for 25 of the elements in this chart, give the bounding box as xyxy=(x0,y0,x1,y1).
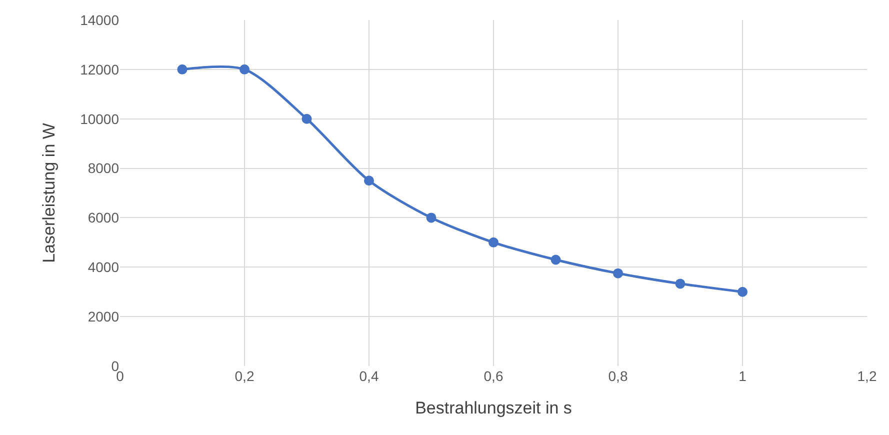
y-tick-label: 4000 xyxy=(88,259,120,276)
y-tick-label: 12000 xyxy=(80,61,120,78)
x-tick-label: 1,2 xyxy=(857,368,877,384)
point xyxy=(364,176,374,186)
y-tick-label: 10000 xyxy=(80,110,120,127)
point xyxy=(177,64,188,74)
x-tick-label: 0,6 xyxy=(484,368,504,384)
y-tick-label: 2000 xyxy=(88,308,120,324)
y-tick-label: 14000 xyxy=(80,12,120,28)
x-axis-title: Bestrahlungszeit in s xyxy=(415,398,572,418)
point xyxy=(550,254,561,265)
x-tick-label: 0,4 xyxy=(359,368,379,384)
point xyxy=(426,212,436,223)
x-tick-label: 0,2 xyxy=(234,368,254,384)
y-tick-label: 8000 xyxy=(88,160,120,176)
point xyxy=(302,114,312,124)
y-axis-title: Laserleistung in W xyxy=(40,123,59,263)
point xyxy=(675,278,686,289)
y-tick-label: 6000 xyxy=(88,210,120,226)
point xyxy=(613,268,623,278)
point xyxy=(240,64,250,74)
x-tick-label: 0,8 xyxy=(608,368,628,384)
point xyxy=(488,237,498,248)
x-tick-label: 1 xyxy=(738,368,747,384)
point xyxy=(738,286,748,297)
